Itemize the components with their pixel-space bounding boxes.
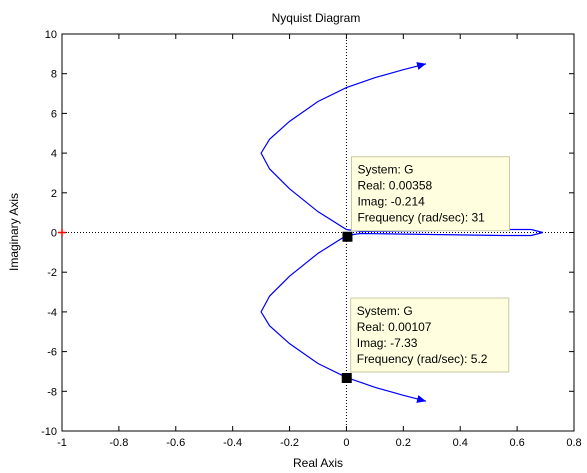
x-tick-label: 0.8: [566, 437, 581, 449]
datatip-markers: [341, 231, 353, 384]
direction-arrow: [416, 62, 427, 70]
datatip-marker: [341, 373, 352, 384]
y-tick-label: -2: [47, 267, 57, 279]
datatip-box: [350, 156, 510, 232]
datatip-line: Imag: -0.214: [357, 195, 425, 209]
datatip-line: Real: 0.00107: [357, 320, 432, 334]
x-tick-label: -0.4: [223, 437, 242, 449]
y-tick-label: -6: [47, 347, 57, 359]
nyquist-branch-lower: [260, 231, 543, 402]
y-axis-label: Imaginary Axis: [7, 193, 21, 271]
y-tick-label: 0: [51, 228, 57, 240]
datatip-line: System: G: [357, 163, 413, 177]
direction-arrow: [416, 395, 427, 403]
datatip-line: Frequency (rad/sec): 31: [357, 211, 485, 225]
x-tick-label: -0.6: [166, 437, 185, 449]
critical-point-marker: [58, 228, 66, 237]
y-tick-label: 10: [45, 29, 57, 41]
datatip-line: System: G: [357, 304, 413, 318]
datatip-line: Frequency (rad/sec): 5.2: [357, 352, 488, 366]
chart-title: Nyquist Diagram: [272, 11, 361, 25]
x-axis-label: Real Axis: [293, 456, 343, 470]
x-tick-label: 0: [343, 437, 349, 449]
datatip-line: Imag: -7.33: [357, 336, 418, 350]
axis-ticks: -1 -0.8 -0.6 -0.4 -0.2 0 0.2 0.4 0.6 0.8 -10 -8 -6 -4…: [41, 29, 582, 449]
datatips: System: G Real: 0.00358 Imag: -0.214 Freque…: [350, 156, 510, 373]
y-tick-label: 2: [51, 188, 57, 200]
y-tick-label: 8: [51, 69, 57, 81]
datatip-line: Real: 0.00358: [357, 179, 432, 193]
y-tick-label: -8: [47, 386, 57, 398]
y-tick-label: -10: [41, 426, 57, 438]
x-tick-label: 0.4: [453, 437, 468, 449]
y-tick-label: 6: [51, 108, 57, 120]
x-tick-label: 0.2: [396, 437, 411, 449]
datatip-box: [350, 297, 510, 373]
y-tick-label: -4: [47, 307, 57, 319]
x-tick-label: -1: [57, 437, 67, 449]
x-tick-label: -0.2: [280, 437, 299, 449]
y-tick-label: 4: [51, 148, 57, 160]
datatip-marker: [342, 231, 353, 242]
x-tick-label: 0.6: [509, 437, 524, 449]
x-tick-label: -0.8: [109, 437, 128, 449]
